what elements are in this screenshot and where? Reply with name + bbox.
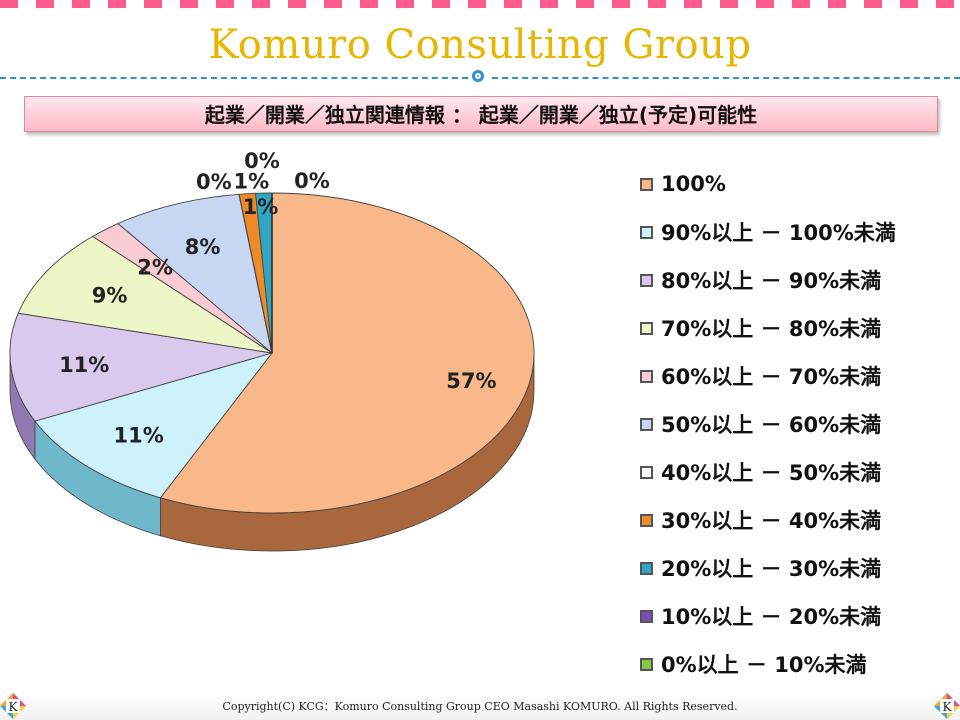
legend-swatch: [640, 225, 653, 239]
kcg-logo-right-icon: K: [934, 693, 960, 719]
data-label-40pct-50pct: 0%: [196, 170, 232, 194]
data-label-20pct-30pct: 1%: [243, 195, 279, 219]
svg-text:K: K: [9, 700, 19, 714]
legend-item: 60%以上 － 70%未満: [640, 352, 896, 400]
legend-swatch: [640, 273, 653, 287]
data-label-50pct-60pct: 8%: [185, 235, 221, 259]
legend-swatch: [640, 657, 653, 671]
legend-label: 0%以上 － 10%未満: [661, 653, 867, 677]
legend-label: 90%以上 － 100%未満: [661, 221, 896, 245]
legend-label: 10%以上 － 20%未満: [661, 605, 882, 629]
pie-slice-90pct-100pct: [34, 352, 274, 499]
top-stripe-bar: [0, 0, 960, 8]
legend-swatch: [640, 417, 653, 431]
legend-swatch: [640, 609, 653, 623]
legend-label: 20%以上 － 30%未満: [661, 557, 882, 581]
legend-swatch: [640, 321, 653, 335]
data-label-70pct-80pct: 9%: [92, 283, 128, 307]
data-label-80pct-90pct: 11%: [59, 353, 109, 377]
legend-item: 30%以上 － 40%未満: [640, 496, 896, 544]
legend-item: 70%以上 － 80%未満: [640, 304, 896, 352]
kcg-logo-left-icon: K: [0, 693, 26, 719]
pie-slice-100pct: [159, 192, 535, 514]
pie-slice-80pct-90pct: [9, 312, 273, 422]
pie-slice-70pct-80pct: [17, 235, 273, 354]
divider-left: [0, 77, 468, 79]
legend-label: 30%以上 － 40%未満: [661, 509, 882, 533]
data-label-30pct-40pct: 1%: [233, 169, 269, 193]
legend-item: 40%以上 － 50%未満: [640, 448, 896, 496]
legend-item: 0%以上 － 10%未満: [640, 640, 896, 688]
copyright-text: Copyright(C) KCG：Komuro Consulting Group…: [222, 700, 738, 713]
legend-item: 20%以上 － 30%未満: [640, 544, 896, 592]
data-label-0pct-10pct: 0%: [294, 169, 330, 193]
pie-chart: 57%11%11%9%2%8%0% 1%1%0%0%: [9, 149, 535, 552]
data-label-100pct: 57%: [446, 369, 496, 393]
legend-swatch: [640, 561, 653, 575]
legend-label: 50%以上 － 60%未満: [661, 413, 882, 437]
divider-right: [492, 77, 960, 79]
slide-subtitle: 起業／開業／独立関連情報 ： 起業／開業／独立(予定)可能性: [24, 96, 938, 132]
divider-ornament-icon: [472, 70, 484, 82]
legend-item: 50%以上 － 60%未満: [640, 400, 896, 448]
chart-legend: 100% 90%以上 － 100%未満 80%以上 － 90%未満 70%以上 － 8…: [640, 160, 896, 688]
pie-slice-50pct-60pct: [117, 193, 273, 355]
legend-label: 70%以上 － 80%未満: [661, 317, 882, 341]
legend-item: 80%以上 － 90%未満: [640, 256, 896, 304]
data-label-60pct-70pct: 2%: [137, 256, 173, 280]
legend-swatch: [640, 369, 653, 383]
legend-item: 10%以上 － 20%未満: [640, 592, 896, 640]
legend-swatch: [640, 465, 653, 479]
legend-label: 60%以上 － 70%未満: [661, 365, 882, 389]
legend-label: 40%以上 － 50%未満: [661, 461, 882, 485]
legend-item: 90%以上 － 100%未満: [640, 208, 896, 256]
company-title: Komuro Consulting Group: [208, 22, 752, 68]
svg-text:K: K: [943, 700, 953, 714]
legend-swatch: [640, 513, 653, 527]
data-label-90pct-100pct: 11%: [113, 423, 163, 447]
legend-label: 100%: [661, 172, 726, 196]
legend-swatch: [640, 177, 653, 191]
footer-bar: [0, 693, 960, 720]
data-label-10pct-20pct: 0%: [244, 149, 280, 173]
legend-label: 80%以上 － 90%未満: [661, 269, 882, 293]
legend-item: 100%: [640, 160, 896, 208]
